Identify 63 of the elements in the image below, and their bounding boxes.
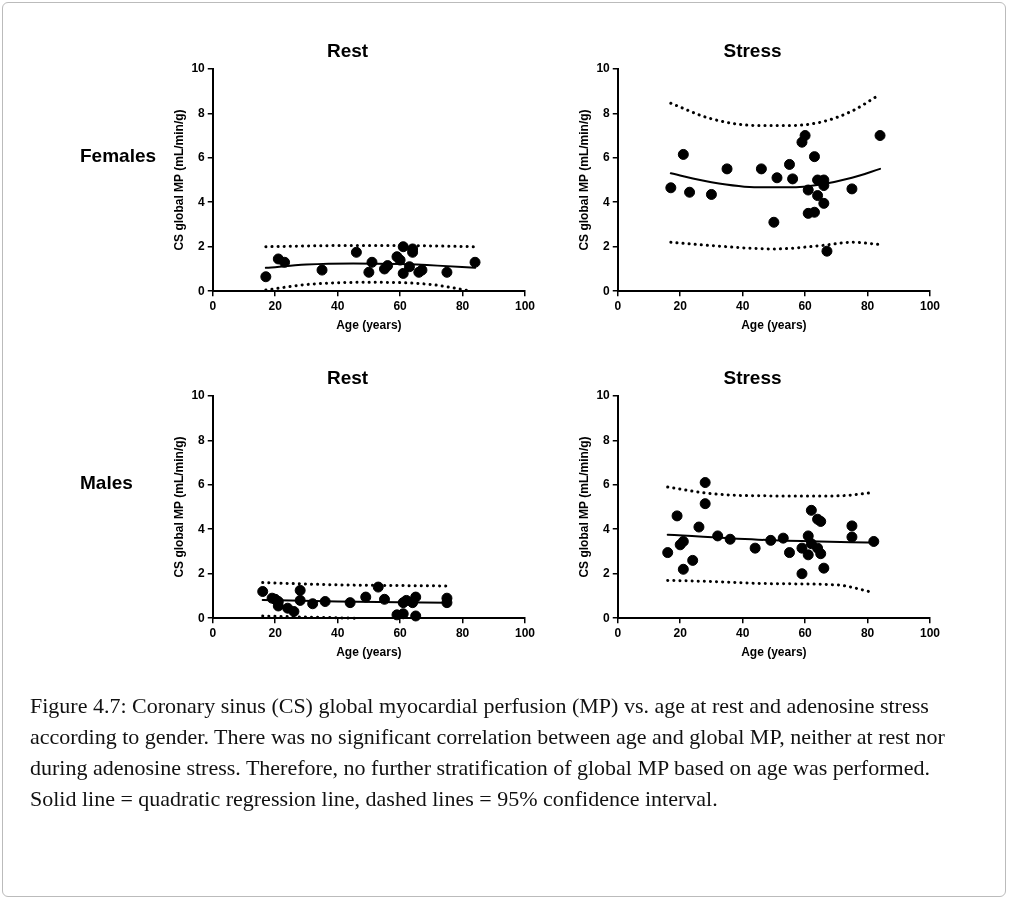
caption: Figure 4.7: Coronary sinus (CS) global myocardial perfusion (MP) vs. age at rest and adenosine stress according to gender. There was no significant correlation between age and global MP, neither at rest nor during adenosine stress. Therefore, no further stratification of global MP based on age was performed. Solid line = quadratic regression line, dashed lines = 95% confidence interval. (30, 692, 946, 813)
x-tick-label: 80 (455, 625, 470, 640)
x-tick-label: 40 (330, 298, 345, 313)
y-tick-label: 6 (198, 150, 206, 165)
y-tick-label: 10 (191, 61, 206, 76)
x-tick-label: 0 (614, 625, 622, 640)
x-tick-label: 60 (798, 298, 813, 313)
chart-title: Stress (723, 39, 782, 61)
x-tick-label: 0 (209, 625, 217, 640)
y-tick-label: 2 (603, 566, 611, 581)
x-tick-label: 40 (330, 625, 345, 640)
text: Males (80, 472, 133, 494)
y-tick-label: 4 (603, 521, 611, 536)
y-tick-label: 4 (603, 194, 611, 209)
x-tick-label: 0 (209, 298, 217, 313)
x-tick-label: 20 (268, 625, 283, 640)
x-tick-label: 60 (798, 625, 813, 640)
x-tick-label: 0 (614, 298, 622, 313)
x-tick-label: 40 (735, 625, 750, 640)
y-tick-label: 6 (198, 477, 206, 492)
x-axis-title: Age (years) (336, 318, 402, 333)
y-tick-label: 10 (191, 388, 206, 403)
x-tick-label: 40 (735, 298, 750, 313)
x-tick-label: 20 (673, 625, 688, 640)
x-tick-label: 100 (514, 625, 536, 640)
y-tick-label: 8 (603, 105, 611, 120)
x-tick-label: 100 (919, 298, 941, 313)
y-tick-label: 8 (198, 105, 206, 120)
y-tick-label: 2 (198, 566, 206, 581)
y-tick-label: 4 (198, 521, 206, 536)
text: Females (80, 145, 157, 167)
y-tick-label: 6 (603, 150, 611, 165)
y-tick-label: 10 (596, 61, 611, 76)
x-tick-label: 80 (860, 298, 875, 313)
y-axis-title: CS global MP (mL/min/g) (576, 109, 591, 251)
y-tick-label: 0 (198, 283, 206, 298)
x-tick-label: 100 (514, 298, 536, 313)
chart-title: Stress (723, 366, 782, 388)
x-tick-label: 80 (860, 625, 875, 640)
y-tick-label: 8 (198, 432, 206, 447)
y-tick-label: 4 (198, 194, 206, 209)
x-tick-label: 20 (268, 298, 283, 313)
x-tick-label: 60 (393, 625, 408, 640)
x-tick-label: 60 (393, 298, 408, 313)
x-axis-title: Age (years) (336, 645, 402, 660)
x-axis-title: Age (years) (741, 645, 807, 660)
y-tick-label: 8 (603, 432, 611, 447)
y-tick-label: 2 (198, 239, 206, 254)
x-tick-label: 20 (673, 298, 688, 313)
y-tick-label: 0 (603, 610, 611, 625)
y-tick-label: 0 (603, 283, 611, 298)
y-axis-title: CS global MP (mL/min/g) (171, 436, 186, 578)
y-tick-label: 2 (603, 239, 611, 254)
chart-title: Rest (326, 366, 369, 388)
y-axis-title: CS global MP (mL/min/g) (171, 109, 186, 251)
y-tick-label: 0 (198, 610, 206, 625)
y-tick-label: 10 (596, 388, 611, 403)
x-tick-label: 80 (455, 298, 470, 313)
x-axis-title: Age (years) (741, 318, 807, 333)
chart-title: Rest (326, 39, 369, 61)
y-tick-label: 6 (603, 477, 611, 492)
x-tick-label: 100 (919, 625, 941, 640)
y-axis-title: CS global MP (mL/min/g) (576, 436, 591, 578)
